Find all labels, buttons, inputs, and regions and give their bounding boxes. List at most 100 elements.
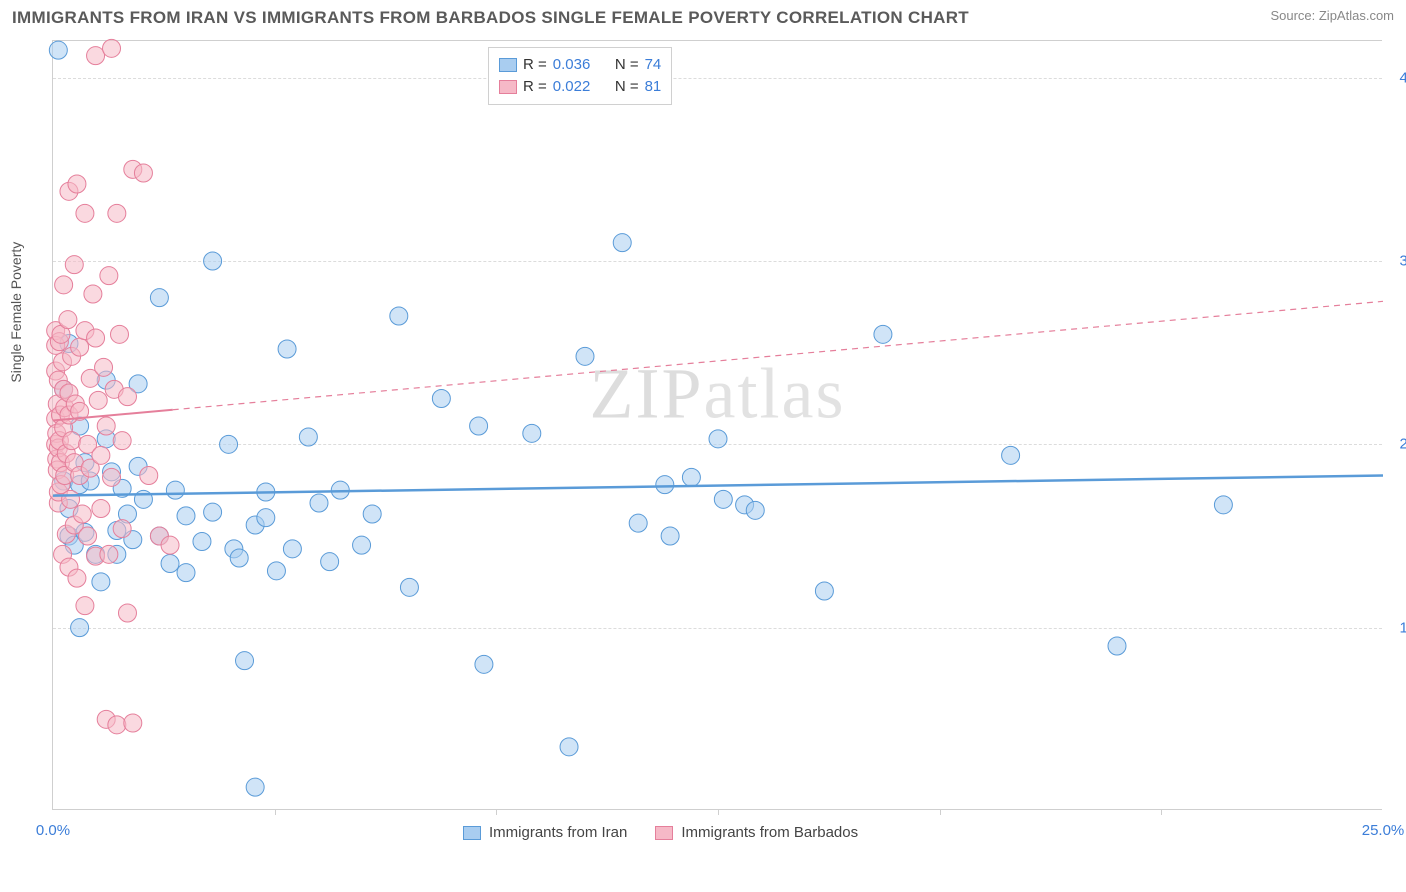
scatter-point	[236, 652, 254, 670]
scatter-point	[656, 476, 674, 494]
scatter-point	[193, 533, 211, 551]
scatter-point	[68, 569, 86, 587]
scatter-point	[204, 252, 222, 270]
legend-item: Immigrants from Iran	[463, 824, 627, 841]
scatter-point	[118, 388, 136, 406]
y-tick-label: 30.0%	[1399, 253, 1406, 270]
scatter-point	[682, 468, 700, 486]
scatter-point	[353, 536, 371, 554]
scatter-point	[204, 503, 222, 521]
scatter-point	[87, 47, 105, 65]
scatter-point	[113, 432, 131, 450]
scatter-point	[177, 507, 195, 525]
scatter-point	[68, 175, 86, 193]
y-tick-label: 10.0%	[1399, 619, 1406, 636]
scatter-point	[815, 582, 833, 600]
scatter-point	[150, 289, 168, 307]
scatter-point	[92, 500, 110, 518]
stat-n-label: N =	[615, 76, 639, 98]
stat-n-value: 81	[645, 76, 662, 98]
scatter-point	[475, 655, 493, 673]
scatter-point	[71, 619, 89, 637]
scatter-point	[95, 358, 113, 376]
stats-box: R = 0.036 N = 74 R = 0.022 N = 81	[488, 47, 672, 105]
scatter-point	[103, 468, 121, 486]
y-tick-label: 40.0%	[1399, 69, 1406, 86]
scatter-point	[111, 325, 129, 343]
trend-line-dashed	[173, 301, 1383, 409]
stats-row: R = 0.022 N = 81	[499, 76, 661, 98]
scatter-point	[87, 329, 105, 347]
scatter-point	[92, 446, 110, 464]
scatter-point	[49, 41, 67, 59]
scatter-point	[874, 325, 892, 343]
scatter-point	[73, 505, 91, 523]
scatter-point	[103, 39, 121, 57]
scatter-point	[134, 164, 152, 182]
stat-r-label: R =	[523, 76, 547, 98]
legend-swatch	[655, 826, 673, 840]
y-tick-label: 20.0%	[1399, 436, 1406, 453]
scatter-point	[140, 467, 158, 485]
scatter-point	[76, 204, 94, 222]
scatter-point	[63, 432, 81, 450]
scatter-point	[62, 490, 80, 508]
stat-r-value: 0.036	[553, 54, 591, 76]
scatter-point	[76, 597, 94, 615]
stats-row: R = 0.036 N = 74	[499, 54, 661, 76]
legend-item: Immigrants from Barbados	[655, 824, 858, 841]
scatter-point	[177, 564, 195, 582]
chart-title: IMMIGRANTS FROM IRAN VS IMMIGRANTS FROM …	[12, 8, 969, 28]
stat-n-value: 74	[645, 54, 662, 76]
x-tick-label: 0.0%	[36, 822, 70, 839]
scatter-point	[310, 494, 328, 512]
scatter-point	[59, 311, 77, 329]
bottom-legend: Immigrants from Iran Immigrants from Barb…	[463, 824, 858, 841]
scatter-point	[363, 505, 381, 523]
source-label: Source: ZipAtlas.com	[1270, 8, 1394, 23]
scatter-point	[55, 276, 73, 294]
scatter-point	[100, 545, 118, 563]
scatter-point	[108, 716, 126, 734]
scatter-point	[432, 390, 450, 408]
scatter-point	[283, 540, 301, 558]
scatter-point	[71, 338, 89, 356]
scatter-point	[79, 527, 97, 545]
scatter-point	[246, 778, 264, 796]
legend-label: Immigrants from Iran	[489, 824, 627, 841]
scatter-point	[299, 428, 317, 446]
scatter-point	[400, 578, 418, 596]
scatter-point	[390, 307, 408, 325]
scatter-point	[161, 536, 179, 554]
scatter-point	[560, 738, 578, 756]
stat-r-label: R =	[523, 54, 547, 76]
legend-swatch	[463, 826, 481, 840]
scatter-point	[118, 604, 136, 622]
scatter-point	[1108, 637, 1126, 655]
scatter-point	[124, 714, 142, 732]
scatter-point	[1214, 496, 1232, 514]
scatter-point	[470, 417, 488, 435]
scatter-point	[65, 256, 83, 274]
chart-svg	[53, 41, 1383, 811]
scatter-point	[166, 481, 184, 499]
scatter-point	[161, 555, 179, 573]
scatter-point	[321, 553, 339, 571]
scatter-point	[257, 509, 275, 527]
scatter-point	[92, 573, 110, 591]
scatter-point	[100, 267, 118, 285]
scatter-point	[709, 430, 727, 448]
scatter-point	[629, 514, 647, 532]
scatter-point	[113, 520, 131, 538]
scatter-point	[523, 424, 541, 442]
scatter-point	[97, 417, 115, 435]
legend-label: Immigrants from Barbados	[681, 824, 858, 841]
scatter-point	[267, 562, 285, 580]
scatter-point	[230, 549, 248, 567]
stat-n-label: N =	[615, 54, 639, 76]
scatter-point	[278, 340, 296, 358]
chart-container: Single Female Poverty ZIPatlas 10.0%20.0…	[28, 40, 1396, 850]
scatter-point	[613, 234, 631, 252]
y-axis-label: Single Female Poverty	[8, 242, 24, 383]
x-tick-label: 25.0%	[1362, 822, 1405, 839]
